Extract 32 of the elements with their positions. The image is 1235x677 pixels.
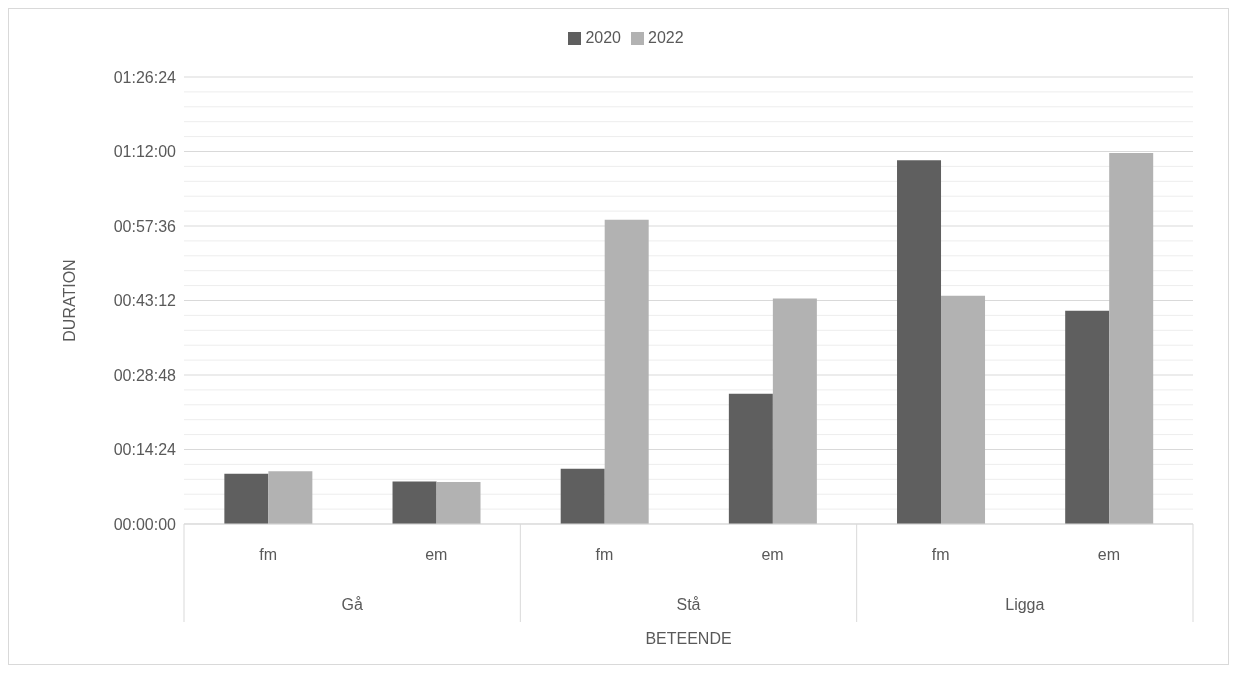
bar	[392, 481, 437, 524]
bar	[436, 482, 481, 524]
bar	[560, 468, 605, 524]
x-tick-label: em	[761, 546, 784, 563]
bar	[941, 295, 986, 524]
x-tick-label: fm	[931, 546, 950, 563]
x-tick-label: em	[425, 546, 448, 563]
y-tick-label: 00:57:36	[113, 217, 177, 235]
y-tick-label: 01:26:24	[113, 68, 177, 86]
bar	[1065, 310, 1110, 524]
legend-label: 2020	[585, 29, 621, 46]
y-tick-label: 01:12:00	[113, 143, 177, 161]
text: Gå	[341, 596, 363, 613]
text: Ligga	[1005, 596, 1045, 613]
y-tick-label: 00:14:24	[113, 441, 177, 459]
y-tick-label: 00:00:00	[113, 515, 177, 533]
x-tick-label: em	[1097, 546, 1121, 563]
bar	[604, 219, 649, 524]
bar	[224, 473, 269, 524]
x-tick-label: fm	[595, 546, 614, 563]
y-axis-title: DURATION	[60, 259, 78, 342]
bar	[728, 393, 773, 524]
legend-label: 2022	[648, 29, 684, 46]
y-tick-label: 00:28:48	[113, 366, 177, 384]
x-axis-title: BETEENDE	[645, 630, 732, 647]
bar	[897, 160, 942, 524]
y-tick-label: 00:43:12	[113, 292, 177, 310]
x-tick-label: fm	[259, 546, 277, 563]
bar	[268, 471, 313, 524]
bar	[1109, 153, 1154, 524]
bar	[772, 298, 817, 524]
text: Stå	[676, 596, 701, 613]
